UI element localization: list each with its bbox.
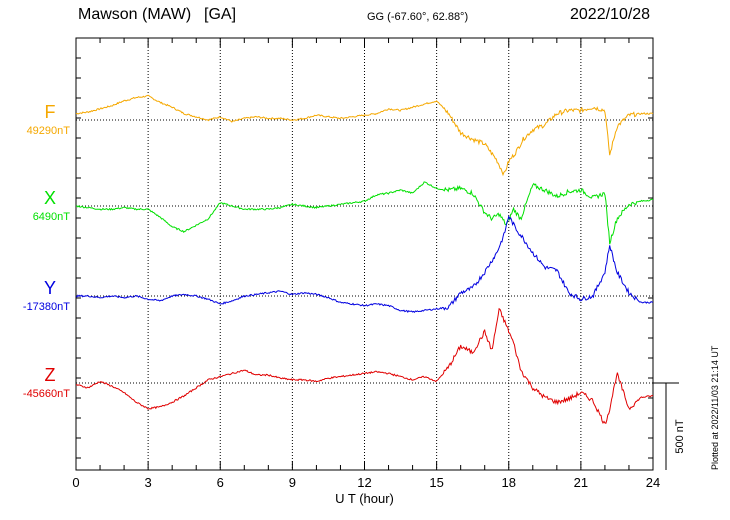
x-tick-label: 6: [217, 475, 224, 490]
series-baseline-X: 6490nT: [33, 211, 71, 223]
x-tick-label: 21: [574, 475, 588, 490]
series-baseline-Z: -45660nT: [23, 388, 70, 400]
scale-bar-label: 500 nT: [674, 419, 686, 454]
series-line-Z: [76, 307, 654, 425]
series-line-X: [76, 181, 654, 245]
x-tick-label: 18: [502, 475, 516, 490]
x-tick-label: 15: [429, 475, 443, 490]
series-name-Y: Y: [44, 278, 56, 298]
station-code: [GA]: [204, 6, 237, 23]
x-tick-label: 3: [145, 475, 152, 490]
x-axis-title: U T (hour): [335, 491, 394, 506]
chart-date: 2022/10/28: [570, 6, 651, 23]
x-tick-label: 24: [646, 475, 660, 490]
station-title: Mawson (MAW): [78, 6, 192, 23]
plotted-timestamp: Plotted at 2022/11/03 21:14 UT: [710, 345, 720, 470]
series-line-F: [75, 94, 654, 177]
series-name-F: F: [45, 102, 56, 122]
x-tick-label: 9: [289, 475, 296, 490]
series-name-Z: Z: [45, 365, 56, 385]
series-baseline-F: 49290nT: [27, 125, 71, 137]
series-baseline-Y: -17380nT: [23, 301, 70, 313]
geo-coordinates: GG (-67.60°, 62.88°): [367, 11, 469, 23]
series-line-Y: [75, 214, 653, 314]
series-name-X: X: [44, 188, 56, 208]
x-tick-label: 12: [357, 475, 371, 490]
x-tick-label: 0: [72, 475, 79, 490]
